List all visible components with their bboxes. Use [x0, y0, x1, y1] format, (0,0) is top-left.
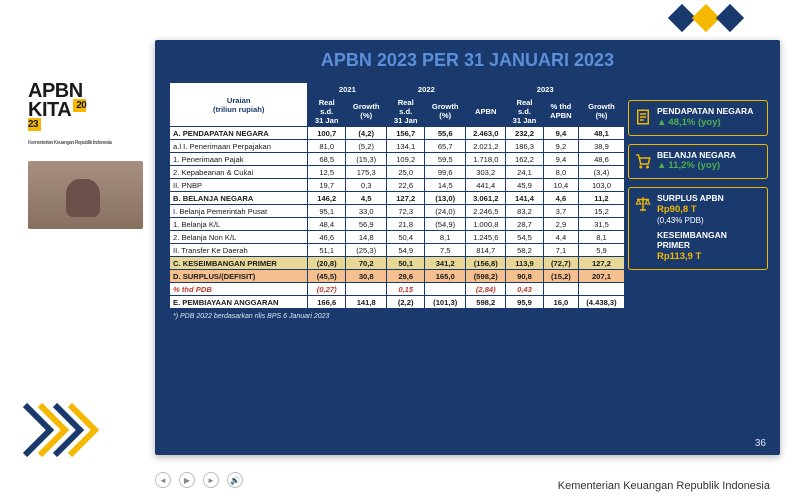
footer-text: Kementerian Keuangan Republik Indonesia: [558, 480, 770, 492]
data-table-container: Uraian(triliun rupiah) 2021 2022 2023 Re…: [169, 82, 625, 320]
table-row: 1. Penerimaan Pajak68,5(15,3)109,259,51.…: [170, 153, 625, 166]
table-row: a.l I. Penerimaan Perpajakan81,0(5,2)134…: [170, 140, 625, 153]
summary-card: SURPLUS APBNRp90,8 T(0,43% PDB)KESEIMBAN…: [628, 187, 768, 270]
table-row: 1. Belanja K/L48,456,921,8(54,9)1.000,82…: [170, 218, 625, 231]
summary-cards: PENDAPATAN NEGARA▲48,1% (yoy) BELANJA NEG…: [628, 100, 768, 270]
summary-card: BELANJA NEGARA▲11,2% (yoy): [628, 144, 768, 180]
next-icon[interactable]: ►: [203, 472, 219, 488]
slide-title: APBN 2023 PER 31 JANUARI 2023: [155, 40, 780, 77]
prev-icon[interactable]: ◄: [155, 472, 171, 488]
table-row: A. PENDAPATAN NEGARA100,7(4,2)156,755,62…: [170, 127, 625, 140]
col-uraian: Uraian(triliun rupiah): [170, 83, 308, 127]
table-row: 2. Belanja Non K/L46,614,850,48,11.245,6…: [170, 231, 625, 244]
table-footnote: *) PDB 2022 berdasarkan rilis BPS 6 Janu…: [169, 313, 625, 320]
table-row: % thd PDB(0,27)0,15(2,84)0,43: [170, 283, 625, 296]
volume-icon[interactable]: 🔊: [227, 472, 243, 488]
presentation-slide: APBN 2023 PER 31 JANUARI 2023 Uraian(tri…: [155, 40, 780, 455]
apbn-table: Uraian(triliun rupiah) 2021 2022 2023 Re…: [169, 82, 625, 309]
table-row: 2. Kepabeanan & Cukai12,5175,325,099,630…: [170, 166, 625, 179]
presenter-photo: [28, 161, 143, 229]
table-row: II. PNBP19,70,322,614,5441,445,910,4103,…: [170, 179, 625, 192]
apbn-logo: APBN KITA2023 Kementerian Keuangan Repub…: [28, 82, 143, 146]
table-row: E. PEMBIAYAAN ANGGARAN166,6141,8(2,2)(10…: [170, 296, 625, 309]
player-controls: ◄ ▶ ► 🔊: [155, 472, 243, 488]
table-row: C. KESEIMBANGAN PRIMER(20,8)70,250,1341,…: [170, 257, 625, 270]
page-number: 36: [755, 438, 766, 449]
top-diamond-deco: [672, 8, 740, 28]
summary-card: PENDAPATAN NEGARA▲48,1% (yoy): [628, 100, 768, 136]
table-row: I. Belanja Pemerintah Pusat95,133,072,3(…: [170, 205, 625, 218]
chevron-decoration: [20, 400, 140, 460]
table-row: B. BELANJA NEGARA146,24,5127,2(13,0)3.06…: [170, 192, 625, 205]
play-icon[interactable]: ▶: [179, 472, 195, 488]
table-row: D. SURPLUS/(DEFISIT)(45,5)30,829,6165,0(…: [170, 270, 625, 283]
table-row: II. Transfer Ke Daerah51,1(25,3)54,97,58…: [170, 244, 625, 257]
